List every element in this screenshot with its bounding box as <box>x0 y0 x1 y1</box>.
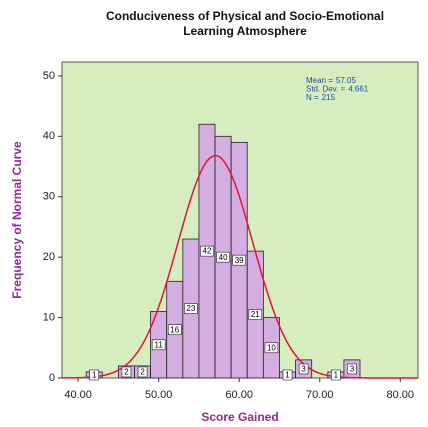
data-label-box <box>282 369 293 381</box>
data-label-box <box>167 324 182 335</box>
x-tick-label: 60.00 <box>225 389 253 401</box>
x-tick-label: 70.00 <box>306 389 334 401</box>
data-label: 23 <box>186 304 195 313</box>
stat-value: 57.05 <box>336 76 357 85</box>
y-tick-label: 30 <box>43 191 55 203</box>
stat-label: Mean = <box>306 76 333 85</box>
data-label: 1 <box>334 371 339 380</box>
data-label-box <box>137 366 148 378</box>
data-label: 1 <box>285 371 290 380</box>
y-tick-label: 40 <box>43 130 55 142</box>
data-label: 3 <box>350 365 355 374</box>
y-tick-label: 0 <box>49 372 55 384</box>
data-label-box <box>200 245 214 257</box>
data-label-box <box>121 366 132 378</box>
data-label: 39 <box>235 256 244 265</box>
normal-curve <box>61 154 418 379</box>
x-axis-label: Score Gained <box>201 410 278 424</box>
chart-subtitle: Learning Atmosphere <box>183 24 307 38</box>
y-axis-label: Frequency of Normal Curve <box>10 141 24 299</box>
data-label-box <box>216 251 230 263</box>
stat-text: N = 215 <box>306 93 336 102</box>
stat-label: N = <box>306 93 319 102</box>
stat-text: Std. Dev. = 4.661 <box>306 85 369 94</box>
data-label: 3 <box>301 365 306 374</box>
stat-value: 215 <box>322 93 336 102</box>
data-label: 1 <box>92 371 97 380</box>
data-label: 42 <box>203 247 212 256</box>
y-tick-label: 20 <box>43 251 55 263</box>
x-tick-label: 50.00 <box>145 389 173 401</box>
data-label-box <box>331 369 341 381</box>
data-label: 10 <box>267 343 276 352</box>
data-label-box <box>151 339 166 351</box>
data-label: 21 <box>251 310 260 319</box>
x-tick-label: 80.00 <box>387 389 415 401</box>
data-label: 2 <box>124 368 129 377</box>
data-label: 16 <box>170 325 179 334</box>
stat-value: 4.661 <box>348 85 369 94</box>
data-label-box <box>298 363 309 375</box>
chart-title: Conduciveness of Physical and Socio-Emot… <box>106 9 384 23</box>
data-label: 11 <box>154 340 163 349</box>
data-label-box <box>232 254 246 266</box>
stat-text: Mean = 57.05 <box>306 76 356 85</box>
stat-label: Std. Dev. = <box>306 85 346 94</box>
data-label-box <box>89 369 100 381</box>
data-label: 2 <box>140 368 145 377</box>
data-label: 40 <box>219 253 228 262</box>
data-label-box <box>264 342 279 354</box>
x-tick-label: 40.00 <box>64 389 92 401</box>
y-tick-label: 50 <box>43 70 55 82</box>
y-tick-label: 10 <box>43 311 55 323</box>
data-label-box <box>248 309 263 320</box>
data-label-box <box>347 363 357 375</box>
data-label-box <box>184 303 198 314</box>
